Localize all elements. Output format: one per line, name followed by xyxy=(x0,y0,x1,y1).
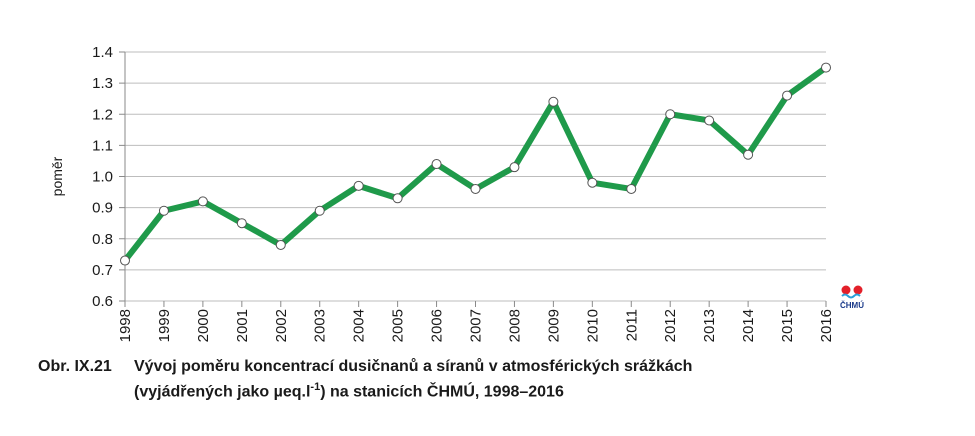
y-tick-label: 1.2 xyxy=(92,106,113,123)
chmu-logo: ČHMÚ xyxy=(840,285,864,310)
y-tick-label: 1.1 xyxy=(92,137,113,154)
data-point-2016 xyxy=(821,62,831,73)
caption-line-2: (vyjádřených jako µeq.l-1) na stanicích … xyxy=(38,377,692,402)
x-tick-label: 1998 xyxy=(117,309,134,342)
y-tick-label: 0.6 xyxy=(92,293,113,310)
data-point-2012 xyxy=(665,109,676,120)
y-axis-label: poměr xyxy=(49,156,65,196)
y-tick-label: 1.4 xyxy=(92,44,113,61)
data-point-2015 xyxy=(782,90,793,101)
x-tick-label: 2002 xyxy=(273,309,290,342)
caption-number: Obr. IX.21 xyxy=(38,358,112,375)
data-point-2003 xyxy=(314,205,325,216)
line-chart: 0.6 0.7 0.8 0.9 1.0 1.1 1.2 1.3 1.4 1998 1999 2000… xyxy=(49,44,864,342)
x-tick-label: 2004 xyxy=(351,309,368,342)
data-point-1999 xyxy=(158,205,169,216)
data-point-2002 xyxy=(275,239,286,250)
y-tick-label: 0.7 xyxy=(92,262,113,279)
data-point-2000 xyxy=(197,196,208,207)
x-tick-label: 2012 xyxy=(662,309,679,342)
logo-dot-red-left xyxy=(841,285,851,295)
data-point-2006 xyxy=(431,159,442,170)
x-tick-label: 2003 xyxy=(312,309,329,342)
x-axis-ticks: 1998 1999 2000 2001 2002 2003 2004 2005 2006 2007… xyxy=(117,301,835,342)
logo-text: ČHMÚ xyxy=(840,301,864,310)
x-tick-label: 2007 xyxy=(468,309,485,342)
caption-text-2a: (vyjádřených jako µeq.l xyxy=(134,383,311,401)
x-tick-label: 2010 xyxy=(584,309,601,342)
caption-superscript: -1 xyxy=(310,381,321,393)
x-tick-label: 2015 xyxy=(779,309,796,342)
logo-wave xyxy=(841,293,861,299)
x-tick-label: 2008 xyxy=(506,309,523,342)
x-tick-label: 2009 xyxy=(545,309,562,342)
caption-text-2b: ) na stanicích ČHMÚ, 1998–2016 xyxy=(320,383,564,401)
data-point-2013 xyxy=(704,115,715,126)
y-tick-label: 1.3 xyxy=(92,75,113,92)
x-tick-label: 2013 xyxy=(701,309,718,342)
x-tick-label: 2016 xyxy=(818,309,835,342)
caption-line-1: Obr. IX.21 Vývoj poměru koncentrací dusič… xyxy=(38,356,692,377)
data-point-2009 xyxy=(548,96,559,107)
x-tick-label: 2005 xyxy=(390,309,407,342)
figure-caption: Obr. IX.21 Vývoj poměru koncentrací dusič… xyxy=(38,356,692,402)
grid-lines xyxy=(124,51,826,302)
data-point-1998 xyxy=(120,255,130,266)
data-point-2014 xyxy=(743,149,754,160)
data-point-2011 xyxy=(626,183,637,194)
x-tick-label: 2011 xyxy=(623,309,640,341)
data-point-2004 xyxy=(353,180,364,191)
logo-dot-red-right xyxy=(853,285,863,295)
data-point-2008 xyxy=(509,162,520,173)
data-point-2010 xyxy=(587,177,598,188)
data-point-2007 xyxy=(470,183,481,194)
x-tick-label: 2000 xyxy=(195,309,212,342)
y-tick-label: 1.0 xyxy=(92,169,113,186)
y-tick-label: 0.8 xyxy=(92,231,113,248)
x-tick-label: 1999 xyxy=(156,309,173,342)
data-point-2001 xyxy=(236,218,247,229)
x-tick-label: 2014 xyxy=(740,309,757,342)
y-axis-ticks: 0.6 0.7 0.8 0.9 1.0 1.1 1.2 1.3 1.4 xyxy=(92,44,125,310)
data-point-2005 xyxy=(392,193,403,204)
y-tick-label: 0.9 xyxy=(92,200,113,217)
x-tick-label: 2001 xyxy=(234,309,251,342)
series-line xyxy=(122,65,828,263)
x-tick-label: 2006 xyxy=(429,309,446,342)
data-points xyxy=(120,62,831,266)
caption-text-1: Vývoj poměru koncentrací dusičnanů a sír… xyxy=(134,358,693,375)
